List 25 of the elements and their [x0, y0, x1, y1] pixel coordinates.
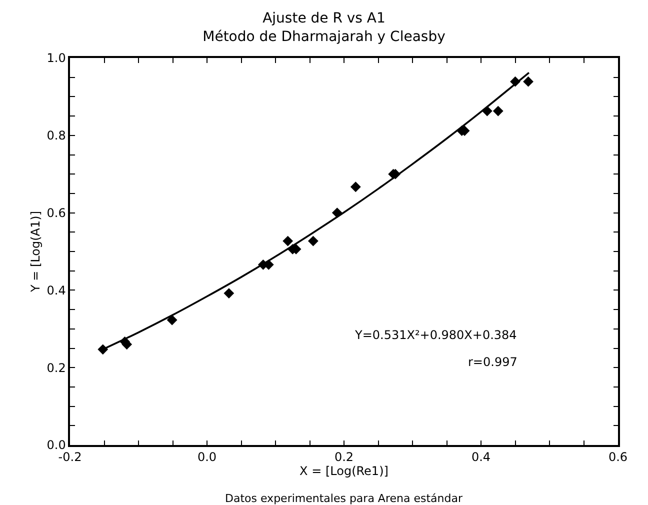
y-tick-label: 1.0 [46, 51, 66, 66]
y-tick-label: 0.6 [46, 206, 66, 220]
x-tick-label: 0.6 [608, 450, 628, 464]
point [350, 182, 361, 192]
point [282, 236, 294, 246]
text: Datos experimentales para Arena estándar [225, 492, 463, 505]
y-axis-title: Y = [Log(A1)] [28, 210, 43, 294]
x-tick-label: 0.0 [197, 450, 217, 464]
y-tick-label: 0.8 [46, 128, 66, 143]
point [166, 314, 178, 326]
y-tick-label: 0.0 [46, 438, 66, 452]
point [224, 288, 234, 298]
chart-subtitle: Método de Dharmajarah y Cleasby [202, 28, 446, 45]
annotation: r=0.997 [468, 355, 518, 369]
point [523, 76, 534, 87]
chart-title: Ajuste de R vs A1 [262, 10, 386, 27]
x-axis-title: X = [Log(Re1)] [300, 464, 388, 478]
y-tick-label: 0.4 [46, 283, 66, 298]
x-tick-label: 0.4 [471, 450, 491, 464]
annotation: Y=0.531X²+0.980X+0.384 [354, 328, 517, 342]
point [492, 106, 504, 116]
y-tick-label: 0.2 [46, 360, 66, 375]
x-tick-label: 0.2 [334, 450, 354, 464]
point [308, 236, 318, 246]
x-tick-label: -0.2 [58, 450, 82, 464]
